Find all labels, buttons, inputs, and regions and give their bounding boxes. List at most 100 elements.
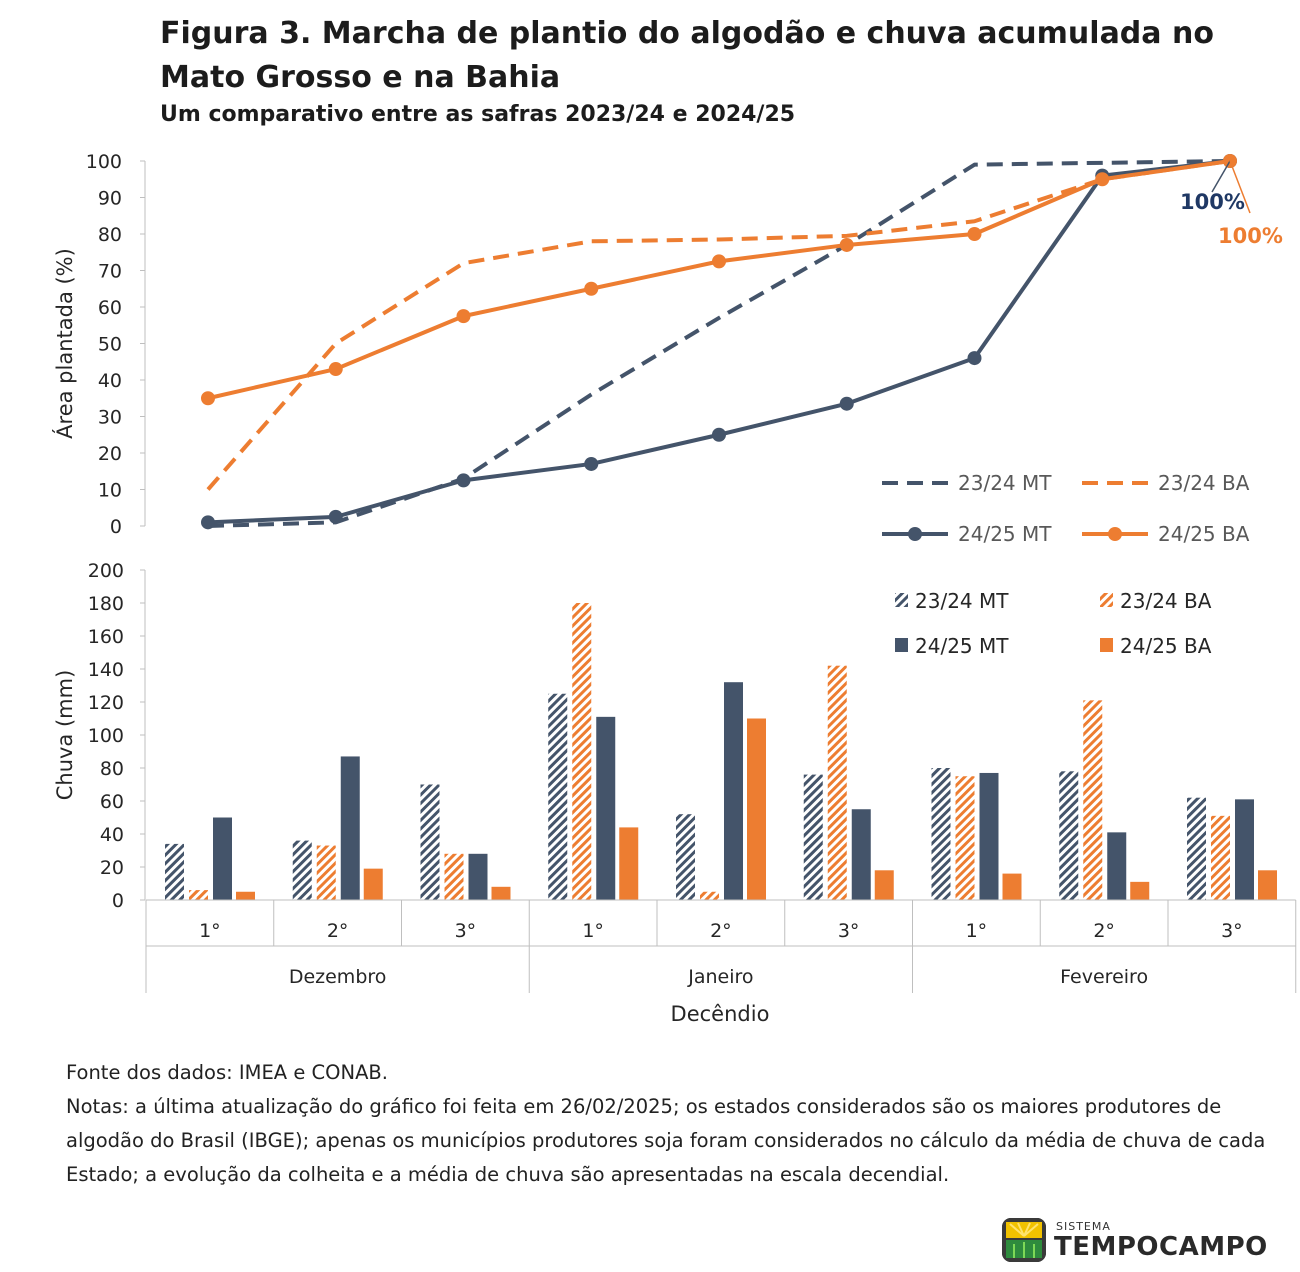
y-tick-label: 10 bbox=[98, 480, 122, 502]
annotation-label: 100% bbox=[1218, 224, 1283, 248]
bar-24-25-mt bbox=[979, 772, 999, 900]
y-tick-label: 40 bbox=[98, 370, 122, 392]
y-tick-label: 40 bbox=[100, 824, 124, 846]
y-tick-label: 80 bbox=[98, 224, 122, 246]
notes-block: Fonte dos dados: IMEA e CONAB. Notas: a … bbox=[66, 1056, 1286, 1192]
bar-23-24-mt bbox=[1187, 797, 1206, 900]
x-tick-label: 3° bbox=[1221, 920, 1243, 942]
bar-24-25-mt bbox=[213, 817, 232, 900]
combined-chart: 0 10 20 30 40 50 60 70 80 90 100 Área plantada (%) 2… bbox=[52, 151, 1297, 1026]
data-point bbox=[328, 509, 343, 524]
y-tick-label: 20 bbox=[100, 857, 124, 879]
x-group-label: Janeiro bbox=[687, 966, 753, 988]
data-point bbox=[967, 351, 982, 366]
data-point bbox=[584, 456, 599, 471]
bar-23-24-mt bbox=[548, 693, 568, 900]
bar-24-25-mt bbox=[340, 756, 360, 900]
y-tick-label: 200 bbox=[88, 560, 124, 582]
x-tick-label: 1° bbox=[966, 920, 988, 942]
annotation-label: 100% bbox=[1180, 190, 1245, 214]
y-tick-label: 70 bbox=[98, 261, 122, 283]
bar-23-24-ba bbox=[955, 776, 975, 900]
data-point bbox=[456, 473, 471, 488]
y-axis-label: Área plantada (%) bbox=[52, 248, 77, 439]
legend-label: 23/24 MT bbox=[958, 471, 1052, 495]
bar-23-24-ba bbox=[572, 603, 592, 900]
bar-24-25-ba bbox=[747, 718, 766, 900]
y-tick-label: 160 bbox=[88, 626, 124, 648]
source-note: Fonte dos dados: IMEA e CONAB. bbox=[66, 1061, 388, 1084]
bar-24-25-mt bbox=[1107, 832, 1127, 900]
bar-23-24-mt bbox=[420, 784, 440, 900]
data-point bbox=[1095, 172, 1110, 187]
bar-24-25-mt bbox=[724, 682, 743, 900]
y-tick-label: 20 bbox=[98, 443, 122, 465]
data-point bbox=[328, 362, 343, 377]
data-point bbox=[967, 227, 982, 241]
planting-line-chart: 0 10 20 30 40 50 60 70 80 90 100 Área plantada (%) 2… bbox=[52, 151, 1283, 546]
bar-23-24-ba bbox=[189, 890, 208, 900]
series-line-24-25-mt bbox=[207, 159, 1231, 525]
rainfall-bar-chart: 0 20 40 60 80 100 120 140 160 180 200 Chuva (mm) 1° 2… bbox=[53, 560, 1297, 1026]
x-tick-label: 2° bbox=[327, 920, 349, 942]
legend-label: 23/24 BA bbox=[1158, 471, 1250, 495]
bar-24-25-ba bbox=[491, 886, 511, 900]
y-tick-label: 80 bbox=[100, 758, 124, 780]
bar-24-25-ba bbox=[1002, 873, 1022, 900]
x-tick-label: 2° bbox=[710, 920, 732, 942]
bar-23-24-mt bbox=[931, 768, 951, 900]
bar-23-24-ba bbox=[827, 665, 847, 900]
legend-marker bbox=[1108, 527, 1122, 541]
x-tick-label: 1° bbox=[582, 920, 604, 942]
series-line-24-25-ba bbox=[207, 159, 1231, 401]
data-point bbox=[712, 254, 726, 269]
y-axis-label: Chuva (mm) bbox=[53, 670, 77, 801]
legend-label: 23/24 MT bbox=[915, 589, 1009, 613]
x-tick-label: 3° bbox=[455, 920, 477, 942]
data-point bbox=[584, 281, 599, 296]
methodology-note: Notas: a última atualização do gráfico f… bbox=[66, 1095, 1266, 1186]
y-tick-label: 90 bbox=[98, 188, 122, 210]
legend-label: 24/25 BA bbox=[1120, 634, 1212, 658]
legend-label: 23/24 BA bbox=[1120, 589, 1212, 613]
bar-23-24-ba bbox=[1083, 700, 1103, 900]
y-tick-label: 60 bbox=[100, 791, 124, 813]
x-tick-label: 1° bbox=[199, 920, 221, 942]
bar-24-25-mt bbox=[851, 809, 871, 900]
x-axis-label: Decêndio bbox=[671, 1002, 770, 1026]
bar-23-24-mt bbox=[1059, 771, 1079, 900]
series-line-23-24-mt bbox=[207, 159, 1231, 528]
y-tick-label: 100 bbox=[86, 151, 122, 173]
x-group-label: Dezembro bbox=[289, 966, 387, 988]
y-tick-label: 30 bbox=[98, 407, 122, 429]
annotation-leader bbox=[1211, 160, 1231, 193]
bar-24-25-ba bbox=[1130, 881, 1150, 900]
bar-24-25-ba bbox=[619, 827, 639, 900]
brand-logo: SISTEMA TEMPOCAMPO bbox=[1000, 1214, 1280, 1264]
bar-24-25-ba bbox=[363, 868, 383, 900]
y-tick-label: 100 bbox=[88, 725, 124, 747]
data-point bbox=[456, 309, 471, 324]
data-point bbox=[712, 427, 726, 442]
bar-23-24-ba bbox=[700, 891, 719, 900]
y-tick-label: 0 bbox=[112, 890, 124, 912]
bar-23-24-ba bbox=[1211, 815, 1230, 900]
bar-24-25-ba bbox=[236, 891, 255, 900]
legend-swatch bbox=[1100, 638, 1113, 652]
data-point bbox=[201, 515, 215, 530]
y-tick-label: 180 bbox=[88, 593, 124, 615]
y-tick-label: 120 bbox=[88, 692, 124, 714]
series-line-23-24-ba bbox=[206, 159, 1231, 491]
data-point bbox=[201, 391, 215, 406]
bar-23-24-ba bbox=[444, 853, 464, 900]
legend-label: 24/25 MT bbox=[915, 634, 1009, 658]
x-tick-label: 3° bbox=[838, 920, 860, 942]
legend-marker bbox=[908, 527, 922, 541]
annotation-leader bbox=[1229, 160, 1251, 214]
legend-swatch bbox=[895, 638, 908, 652]
bar-24-25-mt bbox=[1235, 799, 1254, 900]
chart-title: Figura 3. Marcha de plantio do algodão e… bbox=[160, 16, 1214, 95]
data-point bbox=[839, 396, 854, 411]
bar-23-24-ba bbox=[316, 845, 336, 900]
bar-24-25-mt bbox=[596, 716, 616, 900]
